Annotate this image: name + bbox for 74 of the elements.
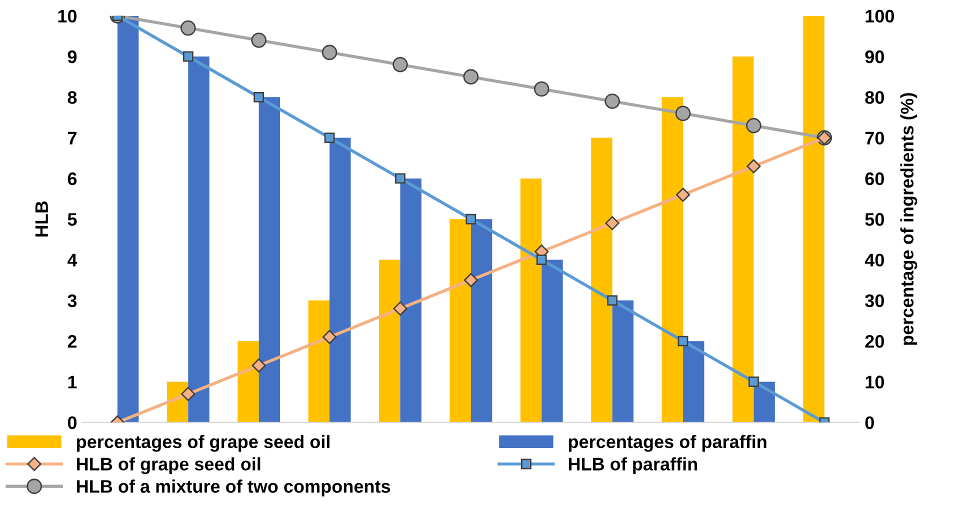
point xyxy=(322,44,338,60)
bar xyxy=(520,178,542,422)
bar xyxy=(542,260,563,422)
bar xyxy=(683,341,704,422)
point xyxy=(181,386,196,402)
point xyxy=(607,295,618,306)
bar xyxy=(379,260,400,422)
y-tick-label: 10 xyxy=(58,10,77,23)
bar xyxy=(450,219,471,422)
y-tick-label: 1 xyxy=(68,376,77,388)
point xyxy=(182,51,194,62)
bar xyxy=(258,97,280,422)
point xyxy=(252,358,266,373)
point xyxy=(746,159,761,174)
legend-label: HLB of a mixture of two components xyxy=(77,480,390,496)
bar xyxy=(732,56,754,422)
bar xyxy=(117,16,139,422)
point xyxy=(466,214,476,224)
y-tick-label: 3 xyxy=(68,294,77,308)
y2-tick-label: 10 xyxy=(866,376,884,388)
bar xyxy=(803,16,824,422)
point xyxy=(392,56,408,72)
y2-tick-label: 70 xyxy=(865,132,884,145)
legend-label: percentages of grape seed oil xyxy=(77,434,330,452)
y-tick-label: 4 xyxy=(67,254,78,266)
bar xyxy=(470,219,492,422)
y2-tick-label: 20 xyxy=(865,335,884,348)
point xyxy=(746,118,762,134)
point xyxy=(254,92,264,102)
point xyxy=(536,254,547,265)
y2-tick-label: 50 xyxy=(865,213,884,226)
y-tick-label: 0 xyxy=(68,416,77,430)
y-tick-label: 7 xyxy=(68,132,76,144)
point xyxy=(180,20,196,36)
y-tick-label: 9 xyxy=(68,50,77,64)
bar xyxy=(330,138,351,422)
bar xyxy=(308,300,330,422)
legend-label: HLB of paraffin xyxy=(568,457,698,474)
y2-axis-title: percentage of ingredients (%) xyxy=(900,93,918,345)
y2-tick-label: 40 xyxy=(864,254,884,266)
y2-tick-label: 90 xyxy=(865,50,884,64)
y2-tick-label: 100 xyxy=(866,10,894,23)
y2-tick-label: 0 xyxy=(865,416,874,430)
bar xyxy=(662,97,684,422)
point xyxy=(251,32,266,48)
point xyxy=(678,336,688,346)
y-axis-title: HLB xyxy=(35,201,48,236)
legend-label: percentages of paraffin xyxy=(568,434,766,452)
point xyxy=(675,106,691,122)
y-tick-label: 6 xyxy=(68,172,77,186)
y2-tick-label: 60 xyxy=(865,172,884,186)
point xyxy=(395,173,406,184)
point xyxy=(322,330,337,344)
y-tick-label: 5 xyxy=(68,213,77,226)
point xyxy=(605,216,620,230)
y-tick-label: 8 xyxy=(68,91,77,104)
point xyxy=(676,188,690,202)
bar xyxy=(238,341,259,422)
bar xyxy=(400,178,422,422)
bar xyxy=(188,56,210,422)
y2-tick-label: 80 xyxy=(865,91,884,104)
legend-label: HLB of grape seed oil xyxy=(77,457,260,474)
bar xyxy=(591,138,612,422)
point xyxy=(534,81,550,97)
point xyxy=(748,376,759,387)
y-tick-label: 2 xyxy=(68,335,77,348)
point xyxy=(393,301,408,316)
bar xyxy=(612,300,634,422)
y2-tick-label: 30 xyxy=(865,294,884,308)
bar xyxy=(754,382,775,422)
point xyxy=(464,273,478,288)
point xyxy=(463,69,479,84)
point xyxy=(604,94,620,109)
point xyxy=(324,132,335,144)
